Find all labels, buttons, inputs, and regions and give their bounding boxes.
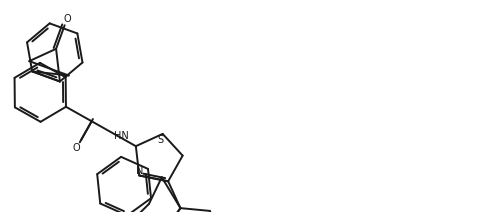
Text: N: N bbox=[136, 166, 143, 176]
Text: O: O bbox=[73, 143, 80, 153]
Text: HN: HN bbox=[114, 131, 129, 141]
Text: O: O bbox=[63, 14, 70, 24]
Text: S: S bbox=[158, 135, 164, 145]
